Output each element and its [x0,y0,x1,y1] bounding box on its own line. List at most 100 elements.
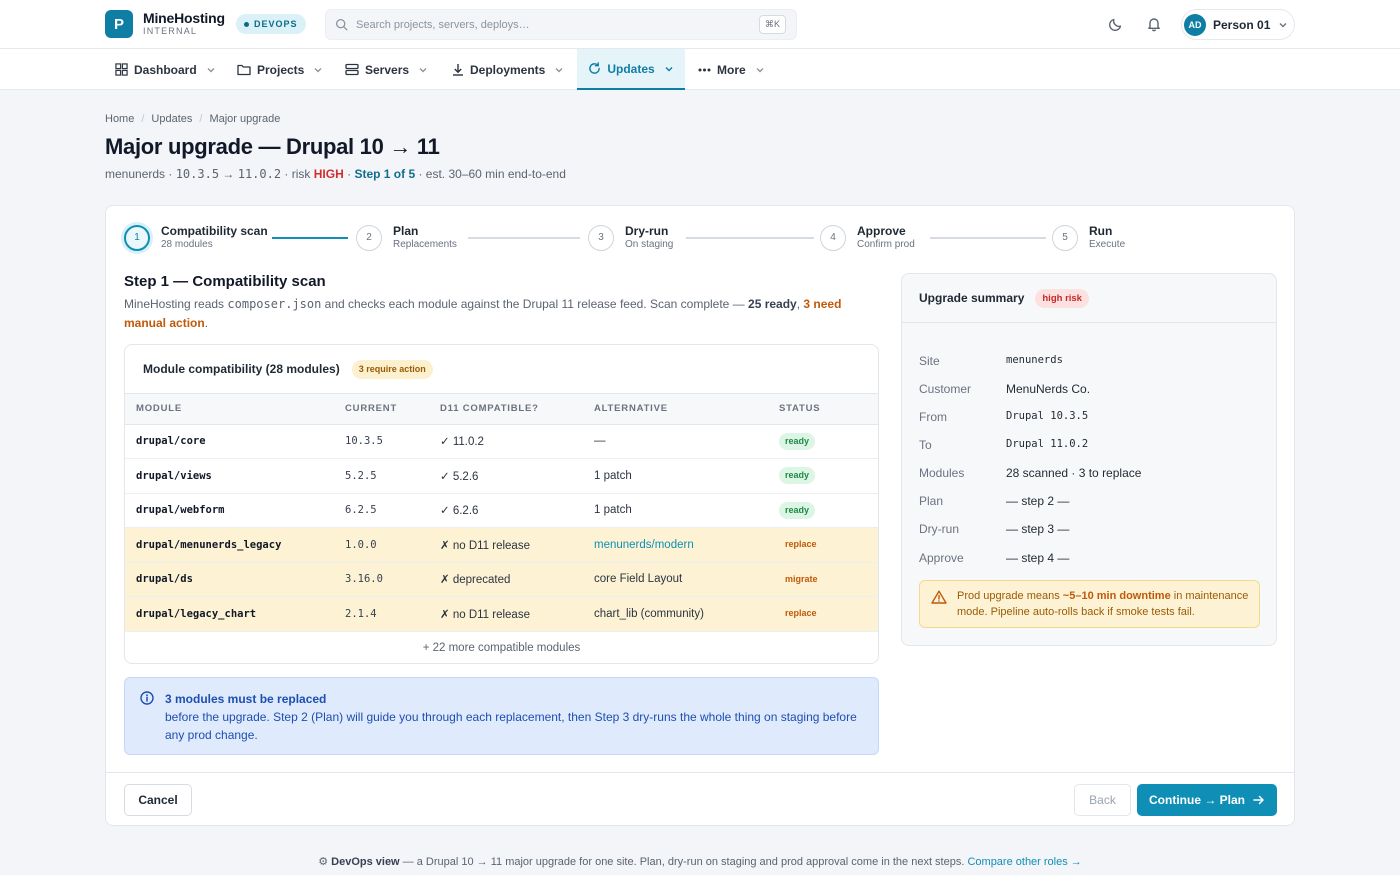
alternative: — [594,424,779,459]
bell-icon[interactable] [1144,14,1164,34]
step-number: 1 [124,224,150,251]
summary-value: menunerds [1006,354,1063,366]
folder-icon [237,64,251,76]
summary-key: Customer [919,382,972,396]
stepper-connector [930,237,1046,239]
cancel-button[interactable]: Cancel [124,784,192,816]
step-3-dry-run[interactable]: 3 Dry-run On staging [588,224,673,251]
summary-row-from: From Drupal 10.3.5 [919,410,1259,426]
nav-label: More [717,62,746,77]
summary-key: Site [919,354,940,368]
nav-item-servers[interactable]: Servers [335,49,438,90]
module-name: drupal/legacy_chart [125,596,345,632]
meta-step: Step 1 of 5 [354,167,416,181]
table-row[interactable]: drupal/webform 6.2.5 ✓ 6.2.6 1 patch rea… [125,493,878,528]
meta-site: menunerds · [105,167,176,181]
stepper-connector [686,237,814,239]
chevron-down-icon [756,67,764,72]
search-shortcut: ⌘K [758,15,786,34]
module-name: drupal/menunerds_legacy [125,527,345,563]
replacement-info-callout: 3 modules must be replaced before the up… [124,677,879,755]
breadcrumb-separator: / [141,113,145,125]
nav-item-updates[interactable]: Updates [577,49,685,90]
summary-key: Modules [919,466,965,480]
meta-to-version: 11.0.2 [237,167,282,181]
step-2-plan[interactable]: 2 Plan Replacements [356,224,457,251]
summary-key: Dry-run [919,522,960,536]
page-footer-note: ⚙ DevOps view — a Drupal 10 → 11 major u… [0,855,1400,868]
summary-title: Upgrade summary [919,291,1025,305]
table-row[interactable]: drupal/legacy_chart 2.1.4 ✗ no D11 relea… [125,596,878,632]
alternative: chart_lib (community) [594,596,779,632]
meta-risk-prefix: · risk [281,167,314,181]
summary-key: Plan [919,494,944,508]
table-row[interactable]: drupal/views 5.2.5 ✓ 5.2.6 1 patch ready [125,458,878,494]
moon-icon[interactable] [1106,14,1126,34]
nav-label: Projects [257,62,305,77]
table-row[interactable]: drupal/ds 3.16.0 ✗ deprecated core Field… [125,562,878,597]
step-title: Run [1089,224,1113,238]
summary-value: — step 3 — [1006,522,1070,536]
alternative-link[interactable]: menunerds/modern [594,538,694,551]
current-version: 2.1.4 [345,596,440,632]
chevron-down-icon [419,67,427,72]
meta-estimate: · est. 30–60 min end-to-end [415,167,566,181]
avatar: AD [1184,13,1206,36]
upgrade-wizard-card: 1 Compatibility scan 28 modules 2 Plan Rep… [105,205,1295,826]
summary-row-to: To Drupal 11.0.2 [919,438,1259,454]
nav-item-projects[interactable]: Projects [227,49,333,90]
stepper-connector [468,237,580,239]
downtime-warning: Prod upgrade means ~5–10 min downtime in… [919,580,1260,628]
env-badge-label: DEVOPS [254,19,298,29]
user-menu[interactable]: AD Person 01 [1181,9,1295,40]
step-title: Plan [393,224,419,238]
status-badge: migrate [785,573,818,584]
desc-text: , [796,297,804,311]
warning-text: in maintenance mode. Pipeline auto-rolls… [957,590,1249,618]
more-modules-link[interactable]: + 22 more compatible modules [422,641,581,654]
step-number: 4 [820,224,846,251]
step-5-run[interactable]: 5 Run Execute [1052,224,1125,251]
brand: MineHosting INTERNAL [143,11,225,37]
column-header: D11 COMPATIBLE? [440,394,594,425]
breadcrumb-home[interactable]: Home [105,113,135,125]
chevron-down-icon [1279,22,1287,27]
step-4-approve[interactable]: 4 Approve Confirm prod [820,224,915,251]
summary-key: From [919,410,947,424]
desc-text: . [204,316,209,330]
summary-value: MenuNerds Co. [1006,382,1091,396]
server-icon [345,63,359,76]
step-number: 2 [356,224,382,251]
step-title: Dry-run [625,224,669,238]
nav-item-more[interactable]: More [688,49,775,90]
back-button[interactable]: Back [1074,784,1131,816]
app-logo[interactable]: P [105,10,133,38]
nav-label: Servers [365,62,410,77]
search-input[interactable]: Search projects, servers, deploys… ⌘K [325,9,797,40]
module-name: drupal/webform [125,493,345,528]
d11-compatibility: ✗ no D11 release [440,596,594,632]
table-row[interactable]: drupal/core 10.3.5 ✓ 11.0.2 — ready [125,424,878,459]
step-subtitle: Execute [1089,239,1126,250]
table-row[interactable]: drupal/menunerds_legacy 1.0.0 ✗ no D11 r… [125,527,878,563]
wizard-stepper: 1 Compatibility scan 28 modules 2 Plan Rep… [124,224,1134,254]
desc-file: composer.json [227,297,322,311]
compare-roles-link[interactable]: Compare other roles → [967,856,1082,868]
summary-value: — step 2 — [1006,494,1070,508]
desc-ready-count: 25 ready [748,297,797,311]
panel-title: Module compatibility (28 modules) [143,362,340,376]
more-icon [698,68,711,71]
module-table: MODULE CURRENT D11 COMPATIBLE? ALTERNATI… [125,394,878,632]
warning-downtime: ~5–10 min downtime [1062,590,1171,602]
nav-item-deployments[interactable]: Deployments [442,49,574,90]
breadcrumb-updates[interactable]: Updates [151,113,193,125]
nav-item-dashboard[interactable]: Dashboard [105,49,226,90]
d11-compatibility: ✗ deprecated [440,562,594,597]
module-compatibility-panel: Module compatibility (28 modules) 3 requ… [124,344,879,664]
step-1-compatibility-scan[interactable]: 1 Compatibility scan 28 modules [124,224,268,251]
meta-arrow: → [219,167,238,181]
continue-button[interactable]: Continue → Plan [1137,784,1277,816]
nav-label: Updates [607,61,655,76]
grid-icon [115,63,128,76]
status-badge: ready [779,467,816,485]
